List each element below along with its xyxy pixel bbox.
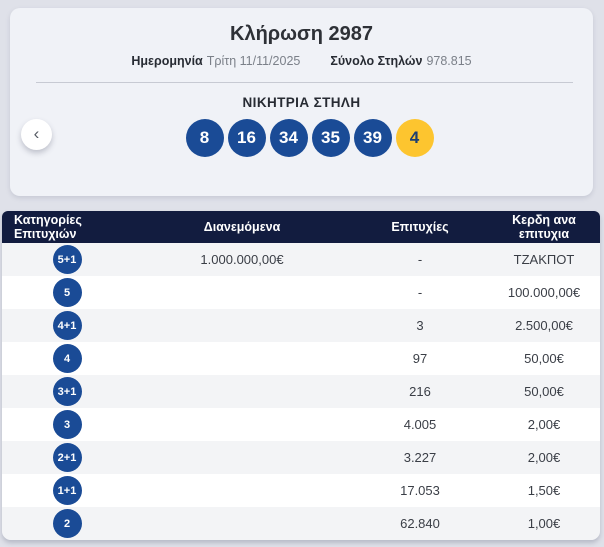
- wins-cell: -: [417, 252, 423, 267]
- wins-cell: 4.005: [403, 417, 437, 432]
- category-badge: 2+1: [52, 443, 82, 472]
- wins-cell: 3: [416, 318, 424, 333]
- category-badge: 2: [52, 509, 82, 538]
- prize-cell: 2.500,00€: [515, 318, 573, 333]
- table-row: 2+1 3.227 2,00€: [2, 441, 600, 474]
- total-columns-label: Σύνολο Στηλών: [330, 54, 423, 68]
- prize-cell: 1,50€: [527, 483, 561, 498]
- category-badge: 4: [52, 344, 82, 373]
- table-row: 4 97 50,00€: [2, 342, 600, 375]
- number-ball: 16: [227, 119, 266, 157]
- draw-title: Κλήρωση 2987: [230, 23, 373, 45]
- draw-meta: Ημερομηνία Τρίτη 11/11/2025 Σύνολο Στηλών…: [10, 54, 593, 68]
- table-row: 5 - 100.000,00€: [2, 276, 600, 309]
- category-badge: 1+1: [52, 476, 82, 505]
- divider: [36, 82, 573, 83]
- column-header-wins: Επιτυχίες: [391, 220, 449, 234]
- prize-cell: ΤΖΑΚΠΟΤ: [513, 252, 575, 267]
- category-badge: 5+1: [52, 245, 82, 274]
- results-table: Κατηγορίες Επιτυχιών Διανεμόμενα Επιτυχί…: [2, 211, 600, 540]
- winning-column-heading: ΝΙΚΗΤΡΙΑ ΣΤΗΛΗ: [242, 95, 361, 110]
- wins-cell: 3.227: [403, 450, 437, 465]
- table-row: 3 4.005 2,00€: [2, 408, 600, 441]
- prize-cell: 50,00€: [524, 384, 564, 399]
- prize-cell: 1,00€: [527, 516, 561, 531]
- table-row: 3+1 216 50,00€: [2, 375, 600, 408]
- table-row: 4+1 3 2.500,00€: [2, 309, 600, 342]
- number-ball: 8: [185, 119, 224, 157]
- prev-draw-button[interactable]: ‹: [21, 119, 52, 150]
- total-columns-value: 978.815: [426, 54, 472, 68]
- wins-cell: 17.053: [400, 483, 440, 498]
- date-value: Τρίτη 11/11/2025: [206, 54, 301, 68]
- wins-cell: -: [417, 285, 423, 300]
- wins-cell: 62.840: [400, 516, 440, 531]
- column-header-distributed: Διανεμόμενα: [203, 220, 281, 234]
- wins-cell: 97: [412, 351, 428, 366]
- number-ball: 39: [353, 119, 392, 157]
- number-ball: 34: [269, 119, 308, 157]
- column-header-prize: Κερδη ανα επιτυχια: [512, 213, 576, 241]
- draw-date: Ημερομηνία Τρίτη 11/11/2025: [131, 54, 300, 68]
- table-header-row: Κατηγορίες Επιτυχιών Διανεμόμενα Επιτυχί…: [2, 211, 600, 243]
- date-label: Ημερομηνία: [131, 54, 203, 68]
- distributed-cell: 1.000.000,00€: [200, 252, 284, 267]
- table-row: 2 62.840 1,00€: [2, 507, 600, 540]
- winning-numbers: 8 16 34 35 39 4: [10, 119, 593, 157]
- category-badge: 4+1: [52, 311, 82, 340]
- number-ball: 35: [311, 119, 350, 157]
- category-badge: 3+1: [52, 377, 82, 406]
- bonus-ball: 4: [395, 119, 434, 157]
- category-badge: 3: [52, 410, 82, 439]
- prize-cell: 50,00€: [524, 351, 564, 366]
- table-row: 5+1 1.000.000,00€ - ΤΖΑΚΠΟΤ: [2, 243, 600, 276]
- table-row: 1+1 17.053 1,50€: [2, 474, 600, 507]
- prize-cell: 2,00€: [527, 450, 561, 465]
- wins-cell: 216: [409, 384, 431, 399]
- chevron-left-icon: ‹: [33, 124, 40, 143]
- total-columns: Σύνολο Στηλών 978.815: [330, 54, 471, 68]
- category-badge: 5: [52, 278, 82, 307]
- prize-cell: 100.000,00€: [507, 285, 581, 300]
- column-header-categories: Κατηγορίες Επιτυχιών: [14, 213, 82, 241]
- prize-cell: 2,00€: [527, 417, 561, 432]
- draw-summary-card: Κλήρωση 2987 Ημερομηνία Τρίτη 11/11/2025 …: [10, 8, 593, 196]
